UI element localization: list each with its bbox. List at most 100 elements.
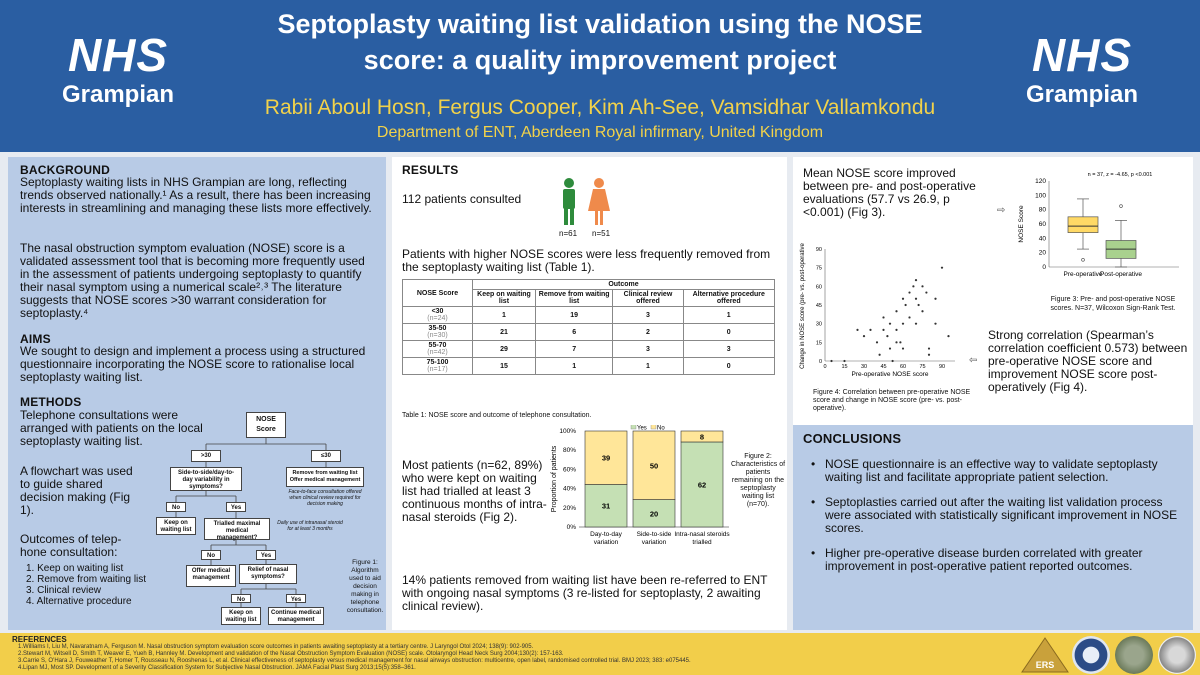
correlation-text: Strong correlation (Spearman’s correlati… <box>988 328 1188 394</box>
flow-root: NOSE Score <box>246 412 286 438</box>
conclusions-list: NOSE questionnaire is an effective way t… <box>811 458 1181 585</box>
row-score: 35-50 <box>428 325 447 332</box>
flow-yes: Yes <box>226 502 246 512</box>
row-n: (n=24) <box>427 315 448 322</box>
ers-logo-icon: ERS <box>1021 637 1069 673</box>
flow-no: No <box>201 550 221 560</box>
background-p2: The nasal obstruction symptom evaluation… <box>20 241 365 320</box>
y-tick-label: 45 <box>816 303 822 309</box>
flow-keep1: Keep on waiting list <box>156 517 196 535</box>
scatter-point <box>934 322 937 325</box>
aims-heading: AIMS <box>20 332 51 346</box>
category-label: Day-to-day <box>590 531 623 538</box>
category-label: trialled <box>692 539 712 546</box>
bar-segment <box>632 430 676 500</box>
flow-le30: ≤30 <box>311 450 341 462</box>
cell: 21 <box>472 323 536 341</box>
flow-remove-note: Face-to-face consultation offered when c… <box>288 489 362 507</box>
flow-q3: Relief of nasal symptoms? <box>239 564 297 584</box>
cell: 0 <box>682 357 775 375</box>
category-label: variation <box>594 539 619 546</box>
x-tick-label: 30 <box>861 364 867 370</box>
row-n: (n=30) <box>427 332 448 339</box>
bar-value-label: 50 <box>650 461 658 470</box>
y-tick-label: 0 <box>819 359 822 365</box>
x-tick-label: 15 <box>841 364 847 370</box>
scatter-point <box>886 335 889 338</box>
y-tick-label: 60 <box>816 284 822 290</box>
category-label: Intra-nasal steroids <box>674 531 730 538</box>
cell: 6 <box>534 323 614 341</box>
methods-heading: METHODS <box>20 395 82 409</box>
arrow-right-icon: ⇨ <box>997 205 1006 216</box>
fig2-stacked-bar-chart: 0% 20% 40% 60% 80% 100% Proportion of patients… <box>551 425 730 546</box>
fig4-caption: Figure 4: Correlation between pre-operat… <box>813 389 971 412</box>
nhs-grampian-logo-right: NHS Grampian <box>1022 30 1142 125</box>
flow-remove: Remove from waiting list Offer medical m… <box>286 467 364 487</box>
scatter-point <box>927 353 931 356</box>
table-row: 55-70 (n=42) 29 7 3 3 <box>402 340 775 358</box>
flow-q1: Side-to-side/day-to-day variability in s… <box>170 467 242 491</box>
society-crest-icon <box>1158 636 1196 674</box>
flow-q2: Trialled maximal medical management? <box>204 518 270 541</box>
y-tick-label: 15 <box>816 340 822 346</box>
flowchart: NOSE Score >30 ≤30 Side-to-side/day-to-d… <box>146 412 364 627</box>
cell: 15 <box>472 357 536 375</box>
outlier-point <box>1081 258 1085 262</box>
scatter-point <box>856 328 859 331</box>
x-tick-label: 45 <box>880 364 886 370</box>
y-axis-label: Proportion of patients <box>551 445 558 512</box>
fig2-caption: Figure 2: Characteristics of patients re… <box>730 453 786 508</box>
y-tick-label: 40% <box>563 486 576 493</box>
row-n: (n=42) <box>427 349 448 356</box>
bar-value-label: 20 <box>650 509 658 518</box>
scatter-point <box>895 328 898 331</box>
outcome-item: 4. Alternative procedure <box>26 596 132 607</box>
row-n: (n=17) <box>427 366 448 373</box>
flow-gt30: >30 <box>191 450 221 462</box>
bar-value-label: 39 <box>602 454 610 463</box>
reference-item: 1.Williams I, Liu M, Navaratnam A, Fergu… <box>18 644 534 650</box>
y-tick-label: 0 <box>1042 264 1046 271</box>
y-tick-label: 40 <box>1039 235 1047 242</box>
y-tick-label: 75 <box>816 266 822 272</box>
table-intro: Patients with higher NOSE scores were le… <box>402 247 771 274</box>
scatter-point <box>830 359 833 363</box>
scatter-point <box>895 341 898 344</box>
scatter-point <box>843 359 846 363</box>
aims-text: We sought to design and implement a proc… <box>20 344 366 384</box>
fig1-caption: Figure 1: Algorithm used to aid decision… <box>346 559 384 614</box>
cell: 1 <box>534 357 614 375</box>
bar-value-label: 8 <box>700 432 704 441</box>
y-tick-label: 100% <box>559 428 576 435</box>
scatter-point <box>899 341 902 344</box>
scatter-point <box>940 266 944 269</box>
methods-t3: Outcomes of telep-hone consultation: <box>20 532 122 559</box>
logo-grampian-text: Grampian <box>61 81 175 108</box>
title-line-1: Septoplasty waiting list validation usin… <box>277 9 923 39</box>
row-score: <30 <box>431 308 444 315</box>
scatter-point <box>878 353 881 356</box>
male-count: n=61 <box>559 229 578 238</box>
scatter-point <box>888 347 892 350</box>
cell: 2 <box>612 323 684 341</box>
table-header-outcome: Outcome <box>472 279 775 290</box>
poster-header: NHS Grampian Septoplasty waiting list va… <box>0 0 1200 152</box>
background-p1: Septoplasty waiting lists in NHS Grampia… <box>20 175 372 215</box>
scatter-point <box>934 297 937 300</box>
table-col-header: Keep on waiting list <box>472 289 536 307</box>
scatter-point <box>895 310 898 313</box>
results-panel: RESULTS 112 patients consulted n=61 n=51… <box>392 157 787 630</box>
scatter-point <box>904 303 907 307</box>
title-line-2: score: a quality improvement project <box>363 45 837 75</box>
x-tick-label: 0 <box>823 364 826 370</box>
cell: 1 <box>682 306 775 324</box>
scatter-point <box>914 279 918 282</box>
scatter-point <box>888 322 892 325</box>
flow-yes: Yes <box>256 550 276 560</box>
male-icon <box>563 178 575 225</box>
y-axis-label: NOSE Score <box>1018 205 1025 243</box>
fig3-caption: Figure 3: Pre- and post-operative NOSE s… <box>1050 296 1176 312</box>
outcome-item: 2. Remove from waiting list <box>26 574 147 585</box>
cell: 3 <box>682 340 775 358</box>
